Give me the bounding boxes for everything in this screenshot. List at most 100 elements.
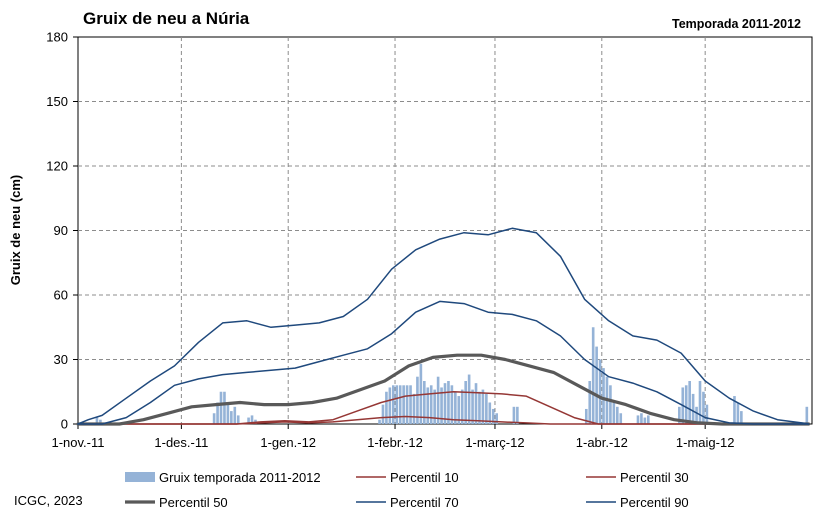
percentile-line-2	[77, 391, 810, 425]
y-tick-label: 90	[54, 223, 68, 238]
snow-depth-bar	[471, 389, 474, 424]
snow-depth-bar	[688, 381, 691, 424]
snow-depth-bar	[402, 385, 405, 424]
snow-depth-bar	[226, 402, 230, 424]
snow-depth-bar	[636, 415, 640, 424]
snow-depth-bar	[219, 391, 223, 424]
snow-depth-bar	[450, 385, 454, 424]
snow-depth-bar	[516, 406, 519, 424]
snow-depth-bar	[454, 391, 457, 424]
snow-depth-bar	[457, 396, 461, 424]
season-label: Temporada 2011-2012	[672, 17, 801, 31]
snow-depth-bar	[598, 359, 602, 424]
snow-depth-bar	[409, 385, 412, 424]
snow-depth-bar	[95, 417, 99, 424]
snow-depth-bar	[495, 413, 498, 424]
snow-depth-bar	[416, 376, 419, 424]
percentile-line-1	[77, 415, 810, 425]
snow-depth-bar	[381, 404, 385, 424]
snow-depth-bar	[392, 385, 395, 424]
snow-depth-bar	[398, 385, 402, 424]
snow-depth-bar	[612, 400, 616, 424]
snow-depth-bar	[591, 327, 595, 424]
y-tick-label: 120	[46, 159, 68, 174]
snow-depth-bar	[609, 385, 612, 424]
x-tick-label: 1-març-12	[465, 435, 524, 450]
legend-label: Percentil 30	[620, 470, 689, 485]
snow-depth-bar	[512, 406, 516, 424]
snow-depth-bar	[433, 389, 436, 424]
x-tick-label: 1-febr.-12	[367, 435, 423, 450]
percentile-line-5	[77, 227, 810, 425]
snow-depth-bar	[426, 387, 430, 424]
snow-depth-bar	[584, 408, 588, 424]
y-tick-label: 60	[54, 288, 68, 303]
snow-depth-bar	[805, 406, 809, 424]
percentile-line-4	[77, 300, 810, 425]
snow-depth-bar	[447, 381, 450, 424]
legend-label: Gruix temporada 2011-2012	[159, 470, 321, 485]
snow-depth-bar	[223, 391, 226, 424]
percentile-line-3	[76, 353, 811, 426]
snow-depth-bar	[412, 393, 416, 424]
snow-depth-bar	[460, 389, 464, 424]
snow-depth-bar	[588, 381, 592, 424]
chart-title: Gruix de neu a Núria	[83, 9, 250, 28]
snow-depth-bar	[440, 387, 443, 424]
legend-label: Percentil 90	[620, 495, 689, 510]
snow-depth-bar	[395, 385, 399, 424]
snow-depth-bar	[419, 363, 423, 424]
legend-label: Percentil 50	[159, 495, 228, 510]
snow-depth-bar	[464, 381, 467, 424]
legend-swatch-bar	[125, 472, 155, 482]
x-tick-label: 1-maig-12	[676, 435, 735, 450]
plot-area: 0 30 60 90 120 150 180 1-nov.-11 1-des.-11 1-gen.…	[46, 30, 813, 450]
y-axis-label: Gruix de neu (cm)	[8, 175, 23, 286]
snow-depth-bar	[678, 406, 681, 424]
x-tick-label: 1-gen.-12	[260, 435, 316, 450]
snow-depth-bar	[640, 413, 643, 424]
y-tick-label: 180	[46, 30, 68, 45]
snow-depth-bar	[619, 413, 623, 424]
snow-depth-bar	[481, 389, 485, 424]
x-tick-label: 1-nov.-11	[52, 435, 105, 450]
snow-depth-bar	[740, 411, 743, 424]
snow-depth-bar	[236, 415, 240, 424]
legend: Gruix temporada 2011-2012 Percentil 10 Per…	[125, 470, 689, 510]
snow-depth-bar	[702, 391, 705, 424]
snow-depth-bar	[233, 406, 237, 424]
snow-depth-bar	[443, 383, 447, 424]
snow-depth-bar	[385, 391, 388, 424]
snow-depth-bar	[423, 381, 426, 424]
snow-depth-bar	[212, 413, 216, 424]
snow-depth-bar	[488, 402, 492, 424]
snow-depth-bar	[485, 393, 488, 424]
snow-depth-bar	[736, 402, 740, 424]
snow-depth-bar	[388, 387, 392, 424]
legend-label: Percentil 70	[390, 495, 459, 510]
snow-depth-bar	[705, 404, 709, 424]
y-tick-label: 150	[46, 94, 68, 109]
snow-depth-bar	[615, 406, 619, 424]
x-tick-label: 1-des.-11	[154, 435, 208, 450]
snow-depth-bar	[595, 346, 598, 424]
snow-depth-bar	[698, 381, 702, 424]
snow-depth-bar	[691, 393, 695, 424]
snow-depth-bar	[429, 385, 433, 424]
snow-depth-bar	[733, 396, 736, 424]
snow-depth-bar	[405, 385, 409, 424]
snow-depth-bar	[250, 415, 254, 424]
snow-depth-bar	[474, 383, 478, 424]
snow-depth-bar	[643, 417, 647, 424]
snow-depth-bar	[247, 417, 250, 424]
y-tick-label: 0	[61, 417, 68, 432]
snow-depth-bar	[684, 385, 688, 424]
snow-depth-bar	[647, 415, 650, 424]
x-tick-label: 1-abr.-12	[576, 435, 628, 450]
snow-depth-bar	[436, 376, 440, 424]
snow-depth-bar	[478, 391, 481, 424]
snow-depth-bar	[378, 419, 381, 424]
snow-depth-bar	[99, 419, 102, 424]
